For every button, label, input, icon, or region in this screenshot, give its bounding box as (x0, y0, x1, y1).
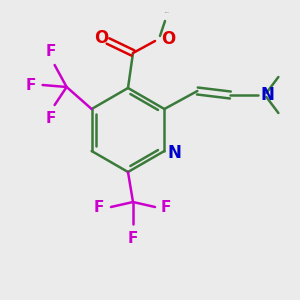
Text: F: F (128, 231, 138, 246)
Text: methyl: methyl (165, 12, 170, 13)
Text: N: N (167, 144, 181, 162)
Text: F: F (45, 111, 56, 126)
Text: F: F (161, 200, 171, 214)
Text: N: N (260, 86, 274, 104)
Text: methyl: methyl (163, 7, 197, 17)
Text: F: F (45, 44, 56, 59)
Text: F: F (94, 200, 104, 214)
Text: O: O (94, 29, 108, 47)
Text: O: O (161, 30, 175, 48)
Text: F: F (25, 77, 36, 92)
Text: methyl: methyl (167, 16, 172, 17)
